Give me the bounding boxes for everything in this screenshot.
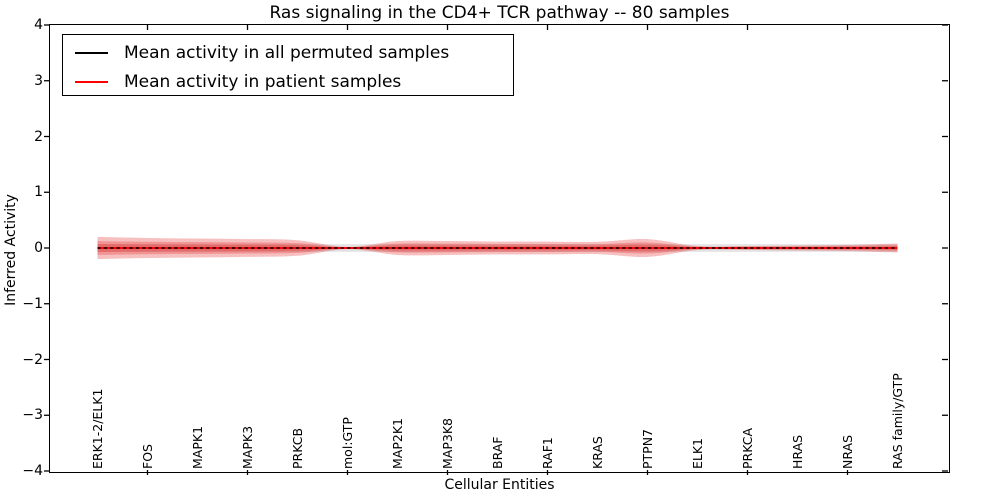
y-tick-label: −3	[22, 407, 43, 424]
legend-line-sample	[75, 81, 108, 83]
y-tick-label: 4	[34, 17, 43, 33]
legend-item: Mean activity in all permuted samples	[75, 39, 513, 67]
x-tick-label: RAF1	[540, 437, 555, 469]
x-tick-label: RAS family/GTP	[890, 373, 905, 469]
x-tick-label: PRKCB	[290, 427, 305, 469]
x-tick-label: ELK1	[690, 437, 705, 469]
y-tick-label: 1	[34, 184, 43, 201]
chart-title: Ras signaling in the CD4+ TCR pathway --…	[269, 3, 730, 23]
x-tick-label: MAP2K1	[390, 418, 405, 469]
y-tick-label: −2	[22, 351, 43, 368]
x-tick-label: MAPK1	[190, 425, 205, 469]
legend-label: Mean activity in patient samples	[124, 72, 402, 92]
x-tick-label: NRAS	[840, 434, 855, 469]
plot-area: ERK1-2/ELK1 FOS MAPK1 MAPK3 PRKCB mol:GTP MAP2…	[44, 24, 950, 475]
legend-label: Mean activity in all permuted samples	[124, 43, 450, 63]
x-tick-label: KRAS	[590, 436, 605, 469]
y-tick-label: 3	[34, 72, 43, 89]
x-tick-label: PTPN7	[640, 428, 655, 469]
y-tick-label: −4	[22, 463, 43, 479]
x-tick-label: HRAS	[790, 434, 805, 469]
y-tick-label: −1	[22, 295, 43, 312]
x-tick-label: FOS	[140, 444, 155, 469]
x-tick-label: PRKCA	[740, 427, 755, 469]
x-tick-label: mol:GTP	[340, 417, 355, 469]
x-axis-label: Cellular Entities	[444, 477, 555, 493]
x-tick-label: ERK1-2/ELK1	[90, 388, 105, 469]
x-tick-label: MAPK3	[240, 425, 255, 469]
plot-canvas	[44, 24, 948, 475]
x-tick-label: BRAF	[490, 436, 505, 470]
y-tick-label: 2	[34, 128, 43, 145]
legend-item: Mean activity in patient samples	[75, 68, 513, 96]
legend-line-sample	[75, 52, 108, 54]
legend: Mean activity in all permuted samples Mea…	[62, 34, 514, 96]
x-tick-label: MAP3K8	[440, 418, 455, 469]
y-tick-label: 0	[34, 240, 43, 256]
